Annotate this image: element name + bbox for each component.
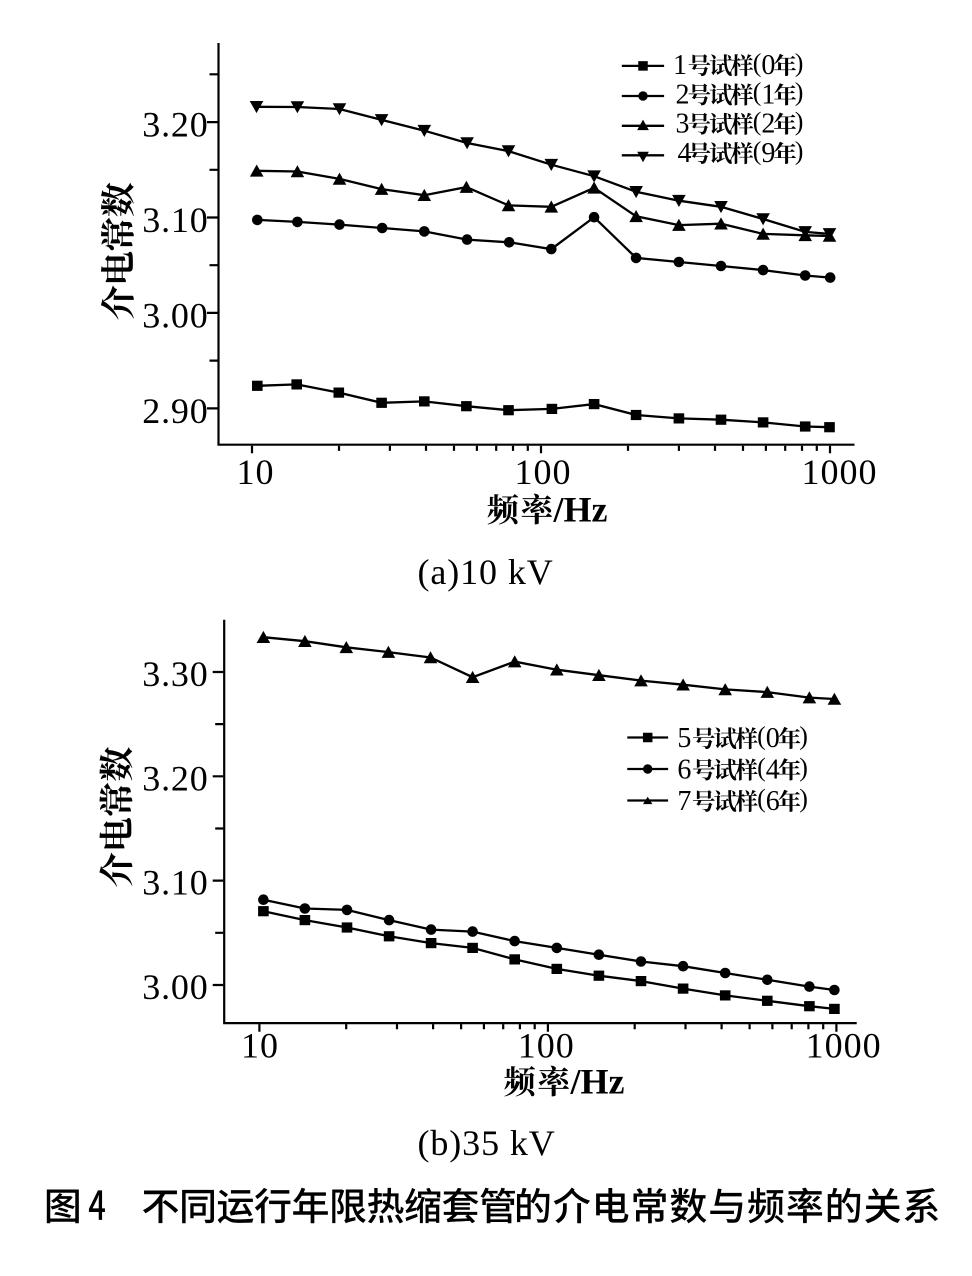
svg-text:): ) <box>795 48 804 77</box>
svg-text:2: 2 <box>761 109 775 140</box>
svg-text:2.90: 2.90 <box>142 391 208 431</box>
svg-text:): ) <box>799 721 808 750</box>
svg-text:3.20: 3.20 <box>142 758 208 798</box>
svg-text:(: ( <box>757 721 766 750</box>
svg-text:/Hz: /Hz <box>570 1062 625 1102</box>
svg-text:/Hz: /Hz <box>553 490 608 530</box>
svg-text:(: ( <box>753 107 762 136</box>
svg-text:100: 100 <box>518 1026 575 1066</box>
svg-text:(: ( <box>757 753 766 782</box>
svg-text:4: 4 <box>678 138 692 169</box>
svg-text:): ) <box>795 136 804 165</box>
svg-text:0: 0 <box>761 50 775 81</box>
svg-text:100: 100 <box>515 452 572 492</box>
svg-text:6: 6 <box>677 754 691 785</box>
svg-text:1000: 1000 <box>806 1026 882 1066</box>
svg-text:(a)10 kV: (a)10 kV <box>418 552 554 592</box>
svg-text:1000: 1000 <box>802 452 878 492</box>
svg-text:1: 1 <box>673 50 687 81</box>
svg-text:): ) <box>795 78 804 107</box>
svg-text:2: 2 <box>676 79 690 110</box>
svg-text:1: 1 <box>761 79 775 110</box>
svg-text:3.10: 3.10 <box>142 863 208 903</box>
svg-text:3.30: 3.30 <box>142 654 208 694</box>
svg-text:3.00: 3.00 <box>142 967 208 1007</box>
svg-text:(b)35 kV: (b)35 kV <box>418 1123 556 1163</box>
svg-text:6: 6 <box>766 786 780 817</box>
svg-text:(: ( <box>753 48 762 77</box>
svg-text:(: ( <box>753 136 762 165</box>
svg-text:(: ( <box>757 784 766 813</box>
svg-text:3.00: 3.00 <box>142 295 208 335</box>
svg-text:9: 9 <box>761 138 775 169</box>
svg-text:10: 10 <box>237 452 275 492</box>
svg-text:4: 4 <box>766 754 780 785</box>
svg-text:3: 3 <box>676 109 690 140</box>
svg-text:10: 10 <box>241 1026 279 1066</box>
svg-text:3.20: 3.20 <box>142 105 208 145</box>
svg-text:0: 0 <box>766 723 780 754</box>
svg-text:): ) <box>799 784 808 813</box>
svg-text:): ) <box>799 753 808 782</box>
svg-text:): ) <box>795 107 804 136</box>
svg-text:3.10: 3.10 <box>142 200 208 240</box>
svg-text:(: ( <box>753 78 762 107</box>
svg-text:7: 7 <box>677 786 691 817</box>
svg-text:5: 5 <box>677 723 691 754</box>
